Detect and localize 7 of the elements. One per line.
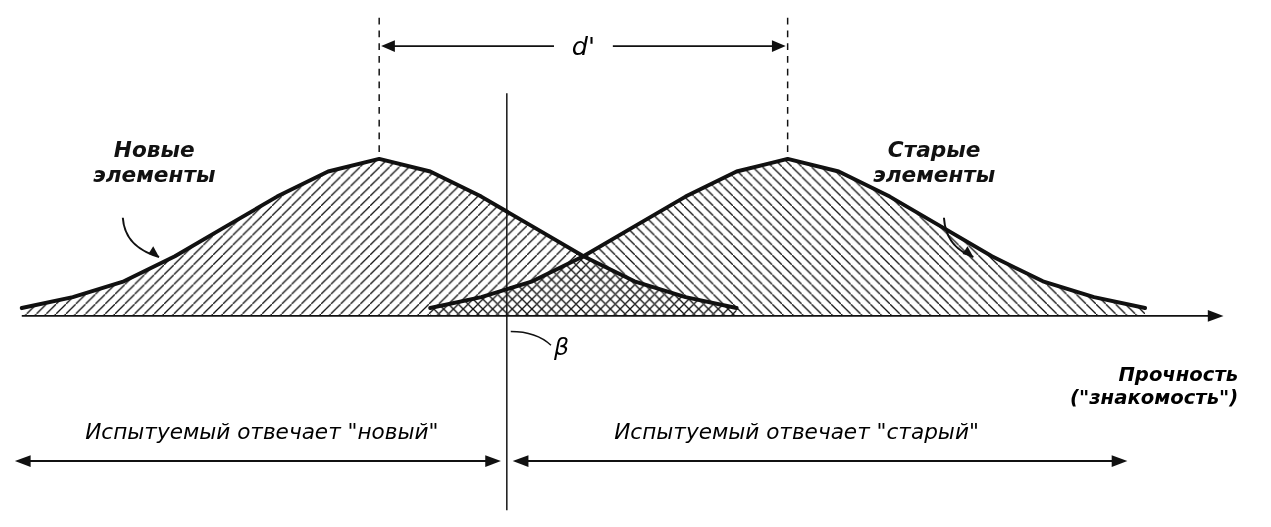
text: β: [552, 333, 569, 362]
series-label: Новые элементы: [92, 136, 216, 188]
text: Испытуемый отвечает "старый": [614, 419, 979, 445]
text: d': [571, 30, 596, 61]
series-label: Старые элементы: [872, 136, 996, 188]
text: Испытуемый отвечает "новый": [85, 419, 439, 445]
x-axis-title: Прочность ("знакомость"): [1070, 362, 1239, 410]
